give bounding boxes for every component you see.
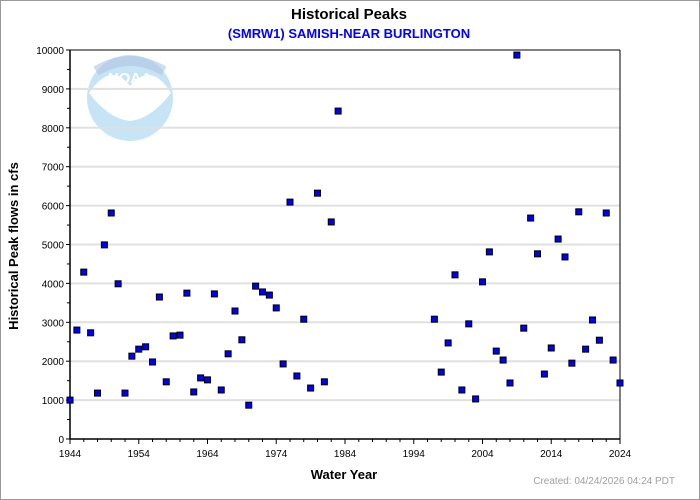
chart-subtitle: (SMRW1) SAMISH-NEAR BURLINGTON <box>228 26 470 41</box>
y-tick-label: 3000 <box>42 318 65 329</box>
data-point <box>224 350 232 358</box>
data-point <box>527 214 535 222</box>
data-point <box>506 379 514 387</box>
data-point <box>197 374 205 382</box>
data-point <box>128 352 136 360</box>
data-point <box>169 332 177 340</box>
data-point <box>444 339 452 347</box>
x-tick-label: 1944 <box>59 449 82 460</box>
y-tick-label: 6000 <box>42 202 65 213</box>
data-point <box>66 396 74 404</box>
x-tick-label: 1964 <box>196 449 219 460</box>
data-point <box>272 304 280 312</box>
data-point <box>190 388 198 396</box>
data-point <box>513 51 521 59</box>
data-point <box>307 384 315 392</box>
data-point <box>561 253 569 261</box>
data-point <box>334 107 342 115</box>
data-point <box>430 315 438 323</box>
data-point <box>472 395 480 403</box>
x-tick-label: 1974 <box>265 449 288 460</box>
data-point <box>176 331 184 339</box>
data-point <box>80 268 88 276</box>
data-point <box>554 235 562 243</box>
data-point <box>575 208 583 216</box>
data-point <box>479 278 486 286</box>
y-tick-label: 7000 <box>42 163 65 174</box>
data-point <box>142 343 150 351</box>
data-point <box>568 359 576 367</box>
data-point <box>259 288 266 296</box>
data-point <box>320 378 328 386</box>
data-point <box>492 347 500 355</box>
logo-text: NOAA <box>108 70 152 87</box>
data-point <box>547 344 555 352</box>
data-point <box>465 320 473 328</box>
data-point <box>293 372 301 380</box>
data-point <box>100 241 108 249</box>
data-point <box>451 271 459 279</box>
data-point <box>595 336 603 344</box>
y-tick-label: 5000 <box>42 241 65 252</box>
y-tick-label: 1000 <box>42 396 65 407</box>
data-point <box>94 389 101 397</box>
data-point <box>114 280 122 288</box>
y-tick-label: 8000 <box>42 124 65 135</box>
x-tick-label: 2024 <box>609 449 632 460</box>
data-point <box>87 329 95 337</box>
y-tick-label: 10000 <box>36 46 64 57</box>
data-point <box>155 293 163 301</box>
data-point <box>437 368 445 376</box>
data-point <box>252 282 260 290</box>
x-tick-label: 1994 <box>403 449 426 460</box>
y-tick-label: 4000 <box>42 279 65 290</box>
data-point <box>458 386 466 394</box>
data-point <box>107 209 115 217</box>
data-point <box>582 345 590 353</box>
data-point <box>204 376 211 384</box>
data-point <box>314 189 321 197</box>
x-tick-label: 1954 <box>128 449 151 460</box>
data-point <box>602 209 610 217</box>
data-point <box>183 289 191 297</box>
data-point <box>279 360 287 368</box>
x-tick-label: 2004 <box>471 449 494 460</box>
data-point <box>149 358 156 366</box>
data-point <box>300 315 308 323</box>
data-point <box>265 291 273 299</box>
x-axis-label: Water Year <box>311 467 378 482</box>
data-point <box>616 379 624 387</box>
data-point <box>73 326 81 334</box>
data-point <box>286 198 294 206</box>
data-point <box>499 356 507 364</box>
data-point <box>121 389 129 397</box>
data-point <box>238 336 246 344</box>
chart-title: Historical Peaks <box>291 6 407 23</box>
x-tick-label: 2014 <box>540 449 563 460</box>
data-point <box>520 324 528 332</box>
y-tick-label: 9000 <box>42 85 65 96</box>
data-point <box>609 356 617 364</box>
y-axis-label: Historical Peak flows in cfs <box>6 162 21 330</box>
data-point <box>217 386 225 394</box>
data-point <box>534 250 541 258</box>
data-point <box>540 370 548 378</box>
noaa-logo: NOAA <box>87 55 173 141</box>
y-tick-label: 2000 <box>42 357 65 368</box>
data-point <box>327 218 335 226</box>
data-point <box>135 345 143 353</box>
data-point <box>589 316 596 324</box>
data-point <box>210 290 218 298</box>
data-point <box>485 248 493 256</box>
created-timestamp: Created: 04/24/2026 04:24 PDT <box>533 476 675 487</box>
data-point <box>231 307 239 315</box>
y-tick-label: 0 <box>58 435 64 446</box>
data-point <box>162 378 170 386</box>
x-tick-label: 1984 <box>334 449 357 460</box>
data-point <box>245 401 253 409</box>
